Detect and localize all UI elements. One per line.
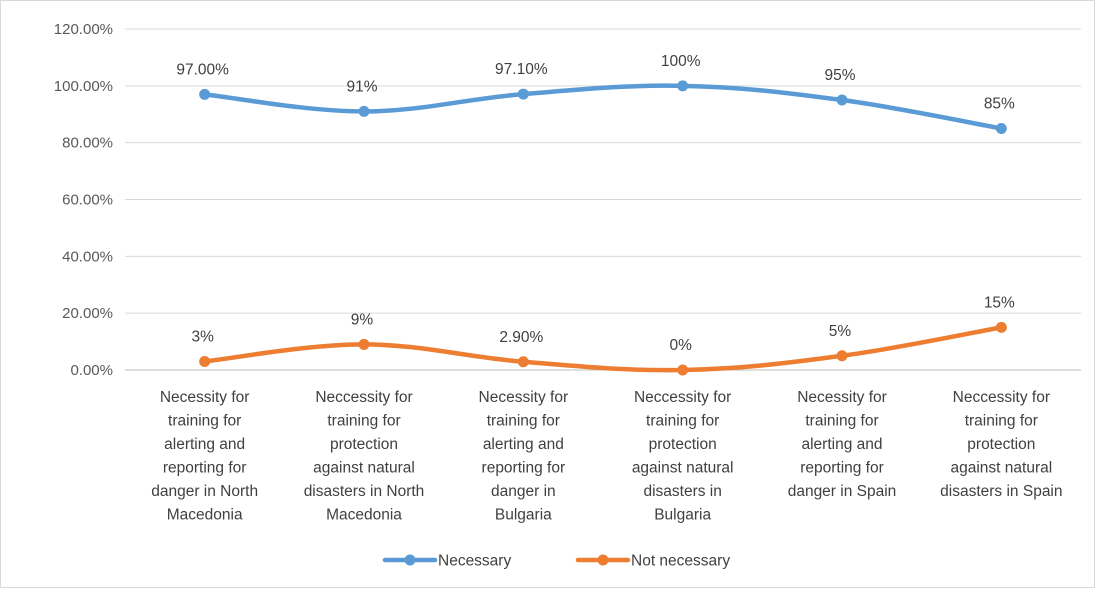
category-label-line: Macedonia	[326, 507, 402, 524]
y-tick-label: 100.00%	[54, 78, 113, 95]
legend-item-necessary: Necessary	[382, 553, 511, 570]
data-point-not-necessary	[836, 350, 848, 362]
category-label-line: reporting for	[482, 460, 566, 477]
y-tick-label: 120.00%	[54, 21, 113, 38]
category-label-line: Necessity for	[160, 389, 250, 406]
category-label-line: danger in	[491, 483, 556, 500]
category-label-line: against natural	[632, 460, 734, 477]
data-point-necessary	[358, 105, 370, 117]
data-label-not-necessary: 2.90%	[499, 329, 543, 346]
category-label-line: Necessity for	[479, 389, 569, 406]
x-axis-category-labels: Necessity for training for alerting and rep…	[151, 389, 1062, 524]
category-label-line: training for	[965, 413, 1038, 430]
legend-label: Necessary	[438, 553, 511, 570]
data-point-not-necessary	[995, 321, 1007, 333]
data-label-necessary: 100%	[661, 53, 701, 70]
data-point-not-necessary	[517, 356, 529, 368]
series-line-not-necessary	[202, 325, 1004, 373]
category-label-line: alerting and	[164, 436, 245, 453]
y-tick-label: 60.00%	[62, 192, 113, 209]
data-point-necessary	[517, 88, 529, 100]
series-lines	[199, 80, 1007, 376]
data-point-necessary	[677, 80, 689, 92]
data-point-not-necessary	[199, 355, 211, 367]
category-label-line: reporting for	[163, 460, 247, 477]
data-label-not-necessary: 3%	[191, 328, 214, 345]
category-label-line: Macedonia	[167, 507, 243, 524]
category-label-line: protection	[967, 436, 1035, 453]
category-label-line: Neccessity for	[953, 389, 1050, 406]
y-tick-label: 20.00%	[62, 305, 113, 322]
category-label-line: alerting and	[801, 436, 882, 453]
category-label-line: training for	[646, 413, 719, 430]
legend-item-not-necessary: Not necessary	[575, 553, 730, 570]
y-tick-label: 80.00%	[62, 135, 113, 152]
category-label-line: disasters in	[643, 483, 721, 500]
data-point-not-necessary	[677, 364, 689, 376]
category-label-line: alerting and	[483, 436, 564, 453]
category-label-line: danger in Spain	[788, 483, 897, 500]
legend-swatch-marker	[597, 554, 609, 566]
data-point-not-necessary	[358, 338, 370, 350]
category-label: Necessity for training for alerting and rep…	[788, 389, 897, 500]
data-label-not-necessary: 9%	[351, 311, 374, 328]
category-label: Neccessity for training for protection agai…	[940, 389, 1062, 500]
category-label: Neccessity for training for protection agai…	[304, 389, 425, 524]
gridlines	[125, 28, 1081, 371]
category-label-line: disasters in Spain	[940, 483, 1062, 500]
category-label-line: training for	[168, 413, 241, 430]
category-label-line: Neccessity for	[315, 389, 412, 406]
legend-label: Not necessary	[631, 553, 730, 570]
data-label-not-necessary: 15%	[984, 294, 1015, 311]
y-axis-tick-labels: 0.00% 20.00% 40.00% 60.00% 80.00% 100.00% 120.…	[54, 21, 113, 379]
data-label-necessary: 95%	[824, 67, 855, 84]
data-point-necessary	[199, 88, 211, 100]
data-label-necessary: 85%	[984, 95, 1015, 112]
data-point-necessary	[995, 122, 1007, 134]
data-label-not-necessary: 0%	[669, 337, 692, 354]
category-label-line: protection	[330, 436, 398, 453]
data-label-not-necessary: 5%	[829, 323, 852, 340]
y-tick-label: 40.00%	[62, 248, 113, 265]
data-label-necessary: 91%	[346, 78, 377, 95]
category-label-line: training for	[487, 413, 560, 430]
category-label: Necessity for training for alerting and rep…	[151, 389, 258, 524]
category-label-line: Bulgaria	[495, 507, 552, 524]
series-line-necessary	[202, 83, 1004, 131]
category-label-line: against natural	[313, 460, 415, 477]
data-point-necessary	[836, 94, 848, 106]
category-label-line: protection	[649, 436, 717, 453]
legend: Necessary Not necessary	[382, 553, 730, 570]
data-label-necessary: 97.00%	[176, 61, 229, 78]
category-label-line: against natural	[950, 460, 1052, 477]
category-label-line: reporting for	[800, 460, 884, 477]
category-label-line: Neccessity for	[634, 389, 731, 406]
data-label-necessary: 97.10%	[495, 61, 548, 78]
category-label-line: danger in North	[151, 483, 258, 500]
category-label-line: training for	[327, 413, 400, 430]
y-tick-label: 0.00%	[70, 362, 113, 379]
category-label-line: Bulgaria	[654, 507, 711, 524]
category-label-line: disasters in North	[304, 483, 425, 500]
data-labels: 97.00% 91% 97.10% 100% 95% 85% 3% 9% 2.90% 0% 5% 15…	[176, 53, 1015, 354]
category-label-line: Necessity for	[797, 389, 887, 406]
category-label: Necessity for training for alerting and rep…	[479, 389, 569, 524]
legend-swatch-marker	[404, 554, 416, 566]
category-label: Neccessity for training for protection agai…	[632, 389, 734, 524]
category-label-line: training for	[805, 413, 878, 430]
